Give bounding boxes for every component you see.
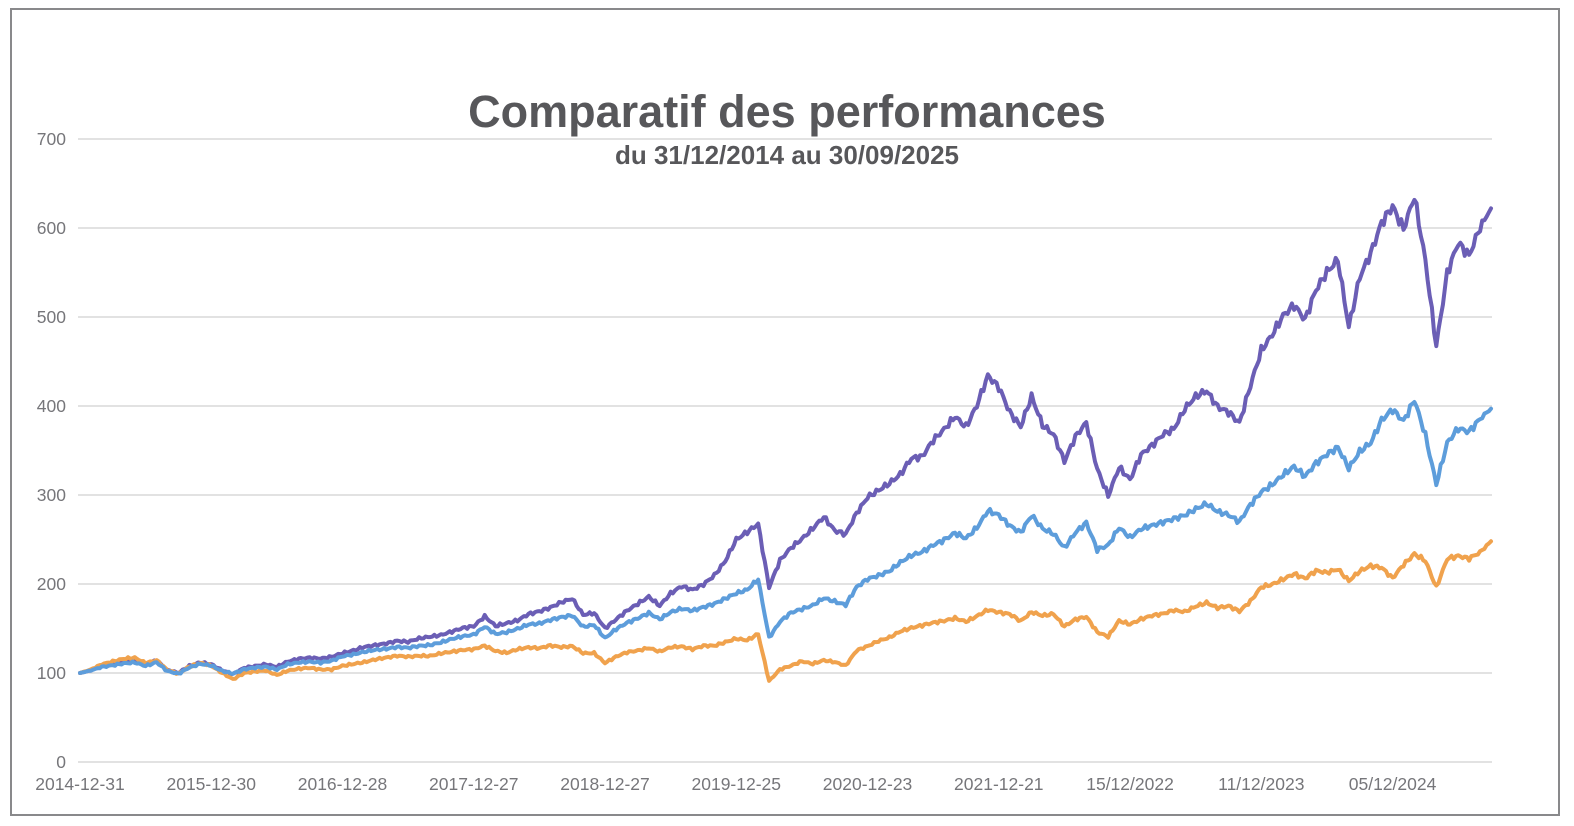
y-tick-label: 300 (37, 485, 66, 505)
x-tick-label: 2016-12-28 (298, 774, 388, 794)
series-lines (78, 197, 1493, 683)
series-ligne-violette (78, 197, 1493, 677)
y-tick-label: 0 (56, 752, 66, 772)
y-tick-label: 500 (37, 307, 66, 327)
x-tick-label: 2021-12-21 (954, 774, 1044, 794)
y-tick-label: 400 (37, 396, 66, 416)
x-tick-label: 2018-12-27 (560, 774, 650, 794)
y-tick-label: 600 (37, 218, 66, 238)
series-ligne-bleue (78, 400, 1493, 676)
x-tick-label: 2014-12-31 (35, 774, 125, 794)
x-tick-label: 2015-12-30 (166, 774, 256, 794)
x-tick-label: 05/12/2024 (1349, 774, 1437, 794)
x-tick-label: 15/12/2022 (1086, 774, 1174, 794)
x-axis-labels: 2014-12-31 2015-12-30 2016-12-28 2017-12-27… (35, 774, 1436, 794)
y-tick-label: 100 (37, 663, 66, 683)
x-tick-label: 11/12/2023 (1218, 774, 1304, 794)
y-axis-labels: 0 100 200 300 400 500 600 700 (37, 129, 66, 772)
chart-frame-border (10, 8, 1560, 816)
x-tick-label: 2020-12-23 (823, 774, 913, 794)
y-tick-label: 200 (37, 574, 66, 594)
gridlines (78, 138, 1492, 763)
x-tick-label: 2017-12-27 (429, 774, 519, 794)
series-ligne-orange (78, 539, 1493, 683)
x-tick-label: 2019-12-25 (692, 774, 782, 794)
y-tick-label: 700 (37, 129, 66, 149)
